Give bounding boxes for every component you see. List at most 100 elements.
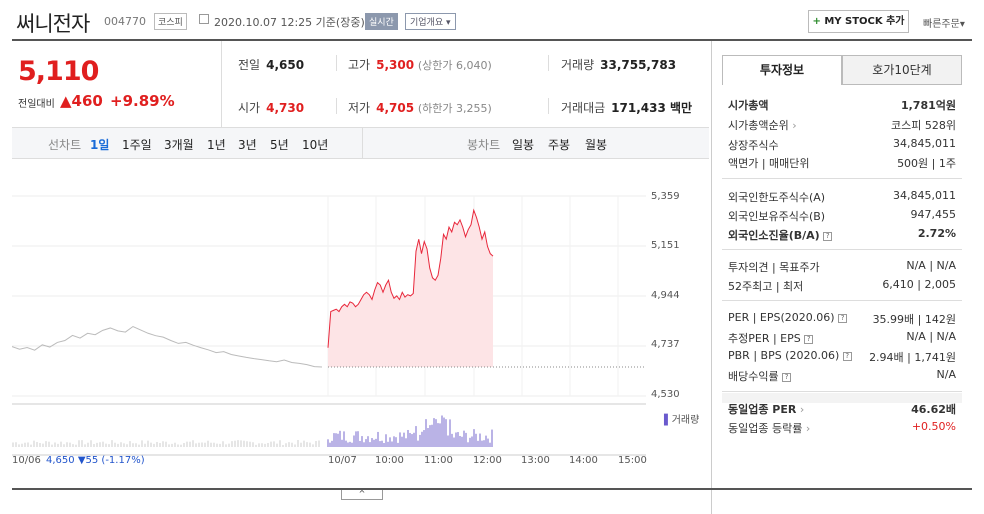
row-sector-per[interactable]: 동일업종 PER › 46.62배 xyxy=(728,401,956,417)
chevron-right-icon: › xyxy=(802,422,811,435)
row-market-cap: 시가총액 1,781억원 xyxy=(728,97,956,113)
x-tick-label: 11:00 xyxy=(424,455,453,466)
row-listed-shares: 상장주식수 34,845,011 xyxy=(728,137,956,153)
stat-label: 저가 xyxy=(348,101,371,115)
up-triangle-icon: ▲ xyxy=(60,92,72,110)
row-foreign-limit: 외국인한도주식수(A) 34,845,011 xyxy=(728,189,956,205)
help-icon[interactable]: ? xyxy=(842,351,852,361)
row-label: 52주최고 | 최저 xyxy=(728,280,804,293)
fast-order-link[interactable]: 빠른주문▾ xyxy=(923,15,965,30)
tab-daily[interactable]: 일봉 xyxy=(512,138,535,152)
series-area-today xyxy=(328,210,493,368)
stat-sub: (상한가 6,040) xyxy=(417,59,492,72)
stat-prev: 전일 4,650 xyxy=(238,56,304,73)
y-tick-label: 4,530 xyxy=(651,389,680,400)
stat-value: 4,705 xyxy=(376,101,415,115)
volume-legend-label: 거래량 xyxy=(671,415,700,426)
candle-chart-label: 봉차트 xyxy=(467,138,501,152)
x-tick-label: 13:00 xyxy=(521,455,550,466)
tab-3y[interactable]: 3년 xyxy=(238,138,257,152)
row-foreign-ratio: 외국인소진율(B/A) ? 2.72% xyxy=(728,227,956,243)
prev-close-value: 4,650 xyxy=(46,455,75,466)
divider xyxy=(12,488,972,490)
stat-sub: (하한가 3,255) xyxy=(417,102,492,115)
tab-10y[interactable]: 10년 xyxy=(302,138,329,152)
row-value: 코스피 528위 xyxy=(891,119,956,132)
chevron-down-icon: ▾ xyxy=(959,19,965,30)
help-icon[interactable]: ? xyxy=(823,231,833,241)
tab-5y[interactable]: 5년 xyxy=(270,138,289,152)
stat-value: 4,650 xyxy=(266,58,305,72)
x-tick-label: 10/06 xyxy=(12,455,41,466)
change-amount: 460 xyxy=(71,92,103,110)
y-tick-label: 4,944 xyxy=(651,290,680,301)
tab-3m[interactable]: 3개월 xyxy=(164,138,194,152)
x-tick-label: 10:00 xyxy=(375,455,404,466)
row-value: +0.50% xyxy=(911,420,956,433)
x-tick-label: 14:00 xyxy=(569,455,598,466)
row-label: PBR | BPS (2020.06) xyxy=(728,349,840,362)
row-per: PER | EPS(2020.06) ? 35.99배 | 142원 xyxy=(728,311,956,327)
row-label: 추정PER | EPS xyxy=(728,332,801,345)
tab-1d[interactable]: 1일 xyxy=(90,138,110,152)
tab-1y[interactable]: 1년 xyxy=(207,138,226,152)
x-tick-label: 10/07 xyxy=(328,455,357,466)
fast-order-label: 빠른주문 xyxy=(923,19,960,30)
row-opinion: 투자의견 | 목표주가 N/A | N/A xyxy=(728,259,956,275)
row-cap-rank[interactable]: 시가총액순위 › 코스피 528위 xyxy=(728,117,956,133)
tab-monthly[interactable]: 월봉 xyxy=(585,138,608,152)
stat-high: 고가 5,300 (상한가 6,040) xyxy=(348,56,492,73)
help-icon[interactable]: ? xyxy=(838,313,848,323)
row-label: 시가총액 xyxy=(728,99,769,112)
tab-weekly[interactable]: 주봉 xyxy=(548,138,571,152)
chart-grid xyxy=(12,195,646,456)
divider xyxy=(362,128,363,159)
stock-code: 004770 xyxy=(104,15,146,28)
stat-low: 저가 4,705 (하한가 3,255) xyxy=(348,99,492,116)
chevron-right-icon: › xyxy=(796,403,805,416)
tab-1w[interactable]: 1주일 xyxy=(122,138,152,152)
row-label: 외국인소진율(B/A) xyxy=(728,229,820,242)
mystock-add-button[interactable]: + MY STOCK 추가 xyxy=(808,10,909,33)
row-value: 34,845,011 xyxy=(893,137,956,150)
tab-invest-info[interactable]: 투자정보 xyxy=(722,55,842,85)
prev-close-change: ▼55 (-1.17%) xyxy=(77,455,145,466)
divider xyxy=(722,249,962,250)
row-value: 34,845,011 xyxy=(893,189,956,202)
help-icon[interactable]: ? xyxy=(804,334,814,344)
stat-label: 거래량 xyxy=(561,58,595,72)
y-tick-label: 5,359 xyxy=(651,191,680,202)
y-tick-label: 5,151 xyxy=(651,240,680,251)
row-value: 2.72% xyxy=(917,227,956,240)
row-value: 500원 | 1주 xyxy=(897,157,956,170)
help-icon[interactable]: ? xyxy=(782,372,792,382)
divider xyxy=(548,98,549,114)
corp-info-dropdown[interactable]: 기업개요 ▾ xyxy=(405,13,456,30)
stat-volume: 거래량 33,755,783 xyxy=(561,56,676,73)
current-price: 5,110 xyxy=(18,56,99,87)
chevron-up-icon: ^ xyxy=(358,489,366,498)
plus-icon: + xyxy=(812,16,821,27)
row-value: 35.99배 | 142원 xyxy=(872,313,956,326)
stat-label: 거래대금 xyxy=(561,101,606,115)
row-label: 상장주식수 xyxy=(728,139,779,152)
divider xyxy=(722,300,962,301)
stat-value: 33,755,783 xyxy=(600,58,677,72)
stat-label: 시가 xyxy=(238,101,261,115)
divider xyxy=(548,55,549,71)
divider xyxy=(722,391,962,392)
x-tick-label: 12:00 xyxy=(473,455,502,466)
stat-label: 전일 xyxy=(238,58,261,72)
stat-value: 5,300 xyxy=(376,58,415,72)
row-sector-change[interactable]: 동일업종 등락률 › +0.50% xyxy=(728,420,956,436)
series-line-prev xyxy=(12,325,323,368)
collapse-button[interactable]: ^ xyxy=(341,490,383,500)
divider xyxy=(12,39,972,41)
calendar-icon xyxy=(199,14,209,24)
row-value: 947,455 xyxy=(910,208,957,221)
intraday-chart[interactable] xyxy=(12,180,709,480)
realtime-badge[interactable]: 실시간 xyxy=(365,13,398,30)
row-label: 액면가 | 매매단위 xyxy=(728,157,810,170)
tab-order-book[interactable]: 호가10단계 xyxy=(842,55,962,85)
stock-name: 써니전자 xyxy=(16,12,90,36)
